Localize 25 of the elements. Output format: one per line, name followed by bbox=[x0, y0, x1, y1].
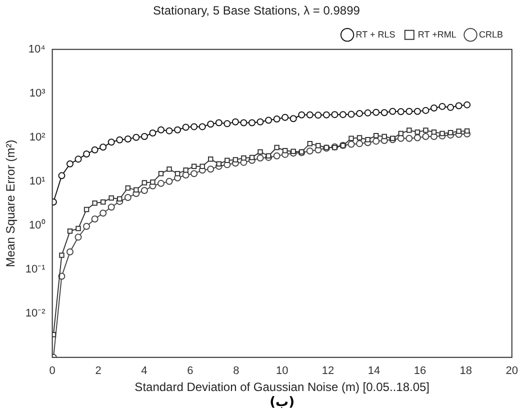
legend-label: RT +RML bbox=[418, 29, 456, 40]
x-tick-label: 16 bbox=[414, 365, 426, 378]
x-tick-label: 10 bbox=[276, 365, 288, 378]
chart-title: Stationary, 5 Base Stations, λ = 0.9899 bbox=[153, 4, 360, 18]
x-tick-label: 6 bbox=[187, 365, 194, 378]
legend-label: CRLB bbox=[478, 29, 504, 40]
y-tick-label: 10⁴ bbox=[28, 43, 46, 56]
x-axis-title: Standard Deviation of Gaussian Noise (m) [0.05..18.05] bbox=[134, 380, 430, 394]
y-tick-label: 10³ bbox=[29, 87, 46, 100]
x-tick-label: 20 bbox=[506, 365, 518, 378]
x-tick-label: 0 bbox=[49, 365, 56, 378]
y-tick-label: 10⁻¹ bbox=[25, 263, 46, 276]
x-tick-label: 18 bbox=[460, 365, 472, 378]
legend-label: RT + RLS bbox=[356, 29, 396, 40]
x-tick-label: 14 bbox=[368, 365, 380, 378]
y-tick-label: 10¹ bbox=[29, 175, 46, 188]
x-tick-label: 12 bbox=[322, 365, 334, 378]
x-tick-label: 8 bbox=[233, 365, 240, 378]
x-tick-label: 2 bbox=[95, 365, 102, 378]
y-tick-label: 10⁻² bbox=[25, 307, 46, 320]
y-tick-label: 10² bbox=[29, 131, 46, 144]
y-tick-label: 10⁰ bbox=[29, 218, 46, 232]
text: (ب) bbox=[270, 394, 295, 410]
y-axis-title: Mean Square Error (m²) bbox=[4, 140, 18, 268]
x-tick-label: 4 bbox=[141, 365, 148, 378]
